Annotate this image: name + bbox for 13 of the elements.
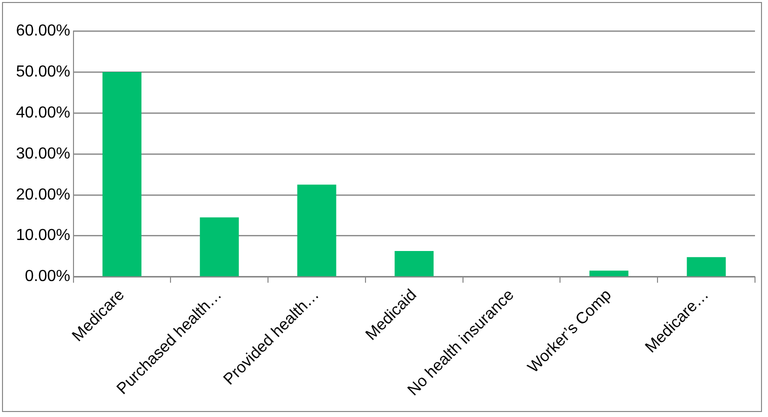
y-tick-label: 10.00% — [16, 227, 70, 244]
y-tick-label: 20.00% — [16, 186, 70, 204]
y-tick-label: 30.00% — [16, 145, 70, 162]
bar — [589, 270, 628, 276]
bar — [297, 184, 336, 276]
bar — [200, 217, 239, 276]
y-tick-label: 50.00% — [16, 63, 70, 80]
bar — [686, 257, 726, 276]
bar — [394, 250, 434, 276]
bar — [102, 72, 142, 276]
y-tick-label: 60.00% — [16, 22, 70, 40]
y-tick-label: 0.00% — [24, 268, 70, 286]
y-tick-label: 40.00% — [16, 104, 70, 122]
